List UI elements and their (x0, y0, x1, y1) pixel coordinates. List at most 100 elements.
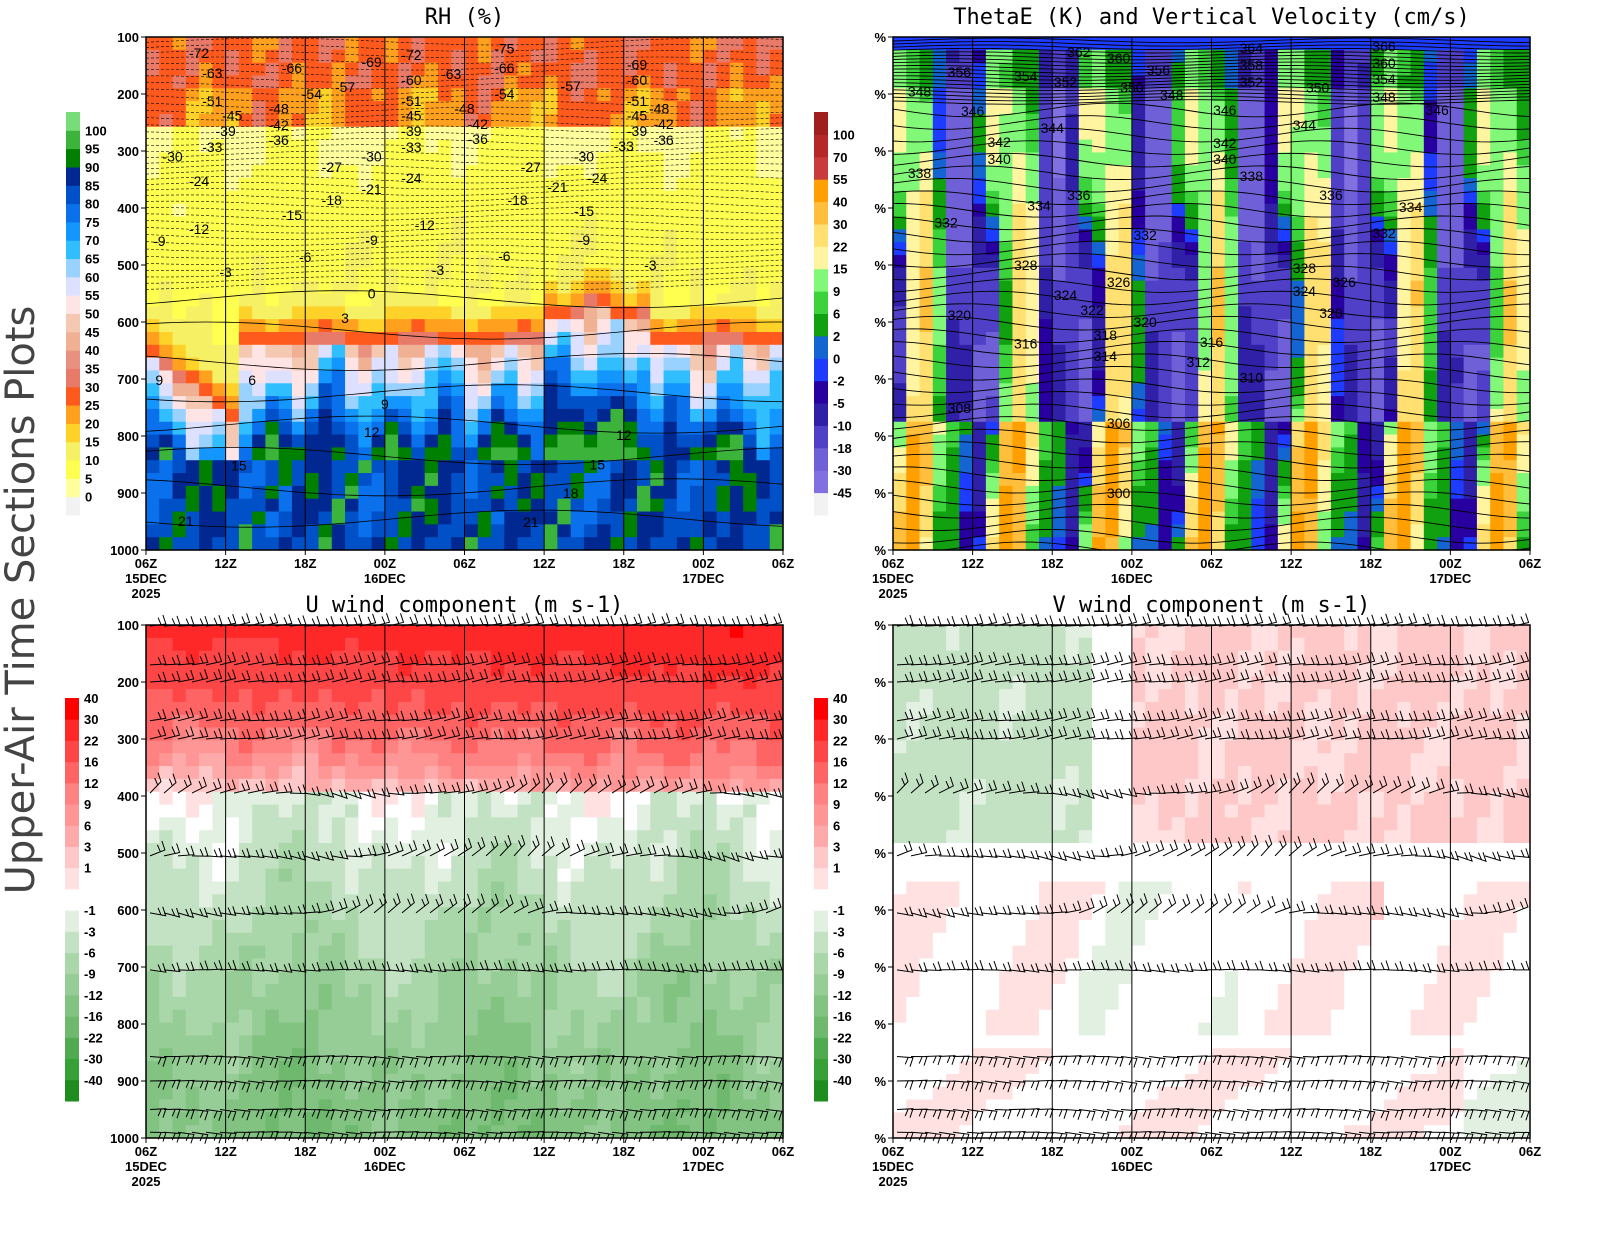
heatmap-cell (610, 152, 625, 166)
heatmap-cell (1052, 344, 1067, 359)
heatmap-cell (398, 434, 413, 448)
heatmap (146, 37, 784, 551)
heatmap-cell (1158, 37, 1173, 51)
heatmap-cell (610, 511, 625, 525)
heatmap-cell (650, 370, 665, 384)
heatmap-cell (345, 421, 359, 436)
heatmap-cell (570, 216, 585, 230)
heatmap-cell (252, 753, 267, 767)
heatmap-cell (557, 49, 572, 64)
heatmap-cell (1344, 229, 1359, 243)
heatmap-cell (1516, 370, 1531, 384)
heatmap-cell (517, 408, 532, 423)
heatmap-cell (999, 242, 1014, 256)
heatmap-cell (265, 868, 280, 883)
heatmap-cell (172, 473, 187, 487)
heatmap-cell (371, 945, 386, 960)
heatmap-cell (583, 306, 598, 320)
contour-line (145, 238, 784, 246)
contour-label: -18 (322, 192, 342, 208)
heatmap-cell (959, 370, 974, 384)
heatmap-cell (212, 75, 227, 89)
heatmap-cell (398, 396, 413, 410)
heatmap-cell (1370, 331, 1385, 346)
colorbar: 0510152025303540455055606570758085909510… (66, 112, 107, 516)
heatmap-cell (358, 919, 373, 934)
heatmap-cell (411, 383, 426, 397)
heatmap-cell (906, 447, 921, 461)
heatmap-cell (893, 88, 907, 102)
heatmap-cell (265, 791, 280, 806)
heatmap-cell (212, 1009, 227, 1024)
heatmap-cell (185, 255, 200, 269)
heatmap-cell (663, 152, 678, 166)
contour-label: 354 (1014, 68, 1038, 84)
heatmap-cell (743, 280, 758, 295)
heatmap-cell (305, 460, 320, 474)
heatmap-cell (252, 498, 267, 513)
heatmap-cell (919, 511, 934, 525)
heatmap-cell (1238, 242, 1252, 256)
heatmap-cell (1184, 178, 1199, 192)
heatmap-cell (1264, 101, 1279, 115)
heatmap-cell (690, 511, 704, 525)
heatmap-cell (1065, 537, 1080, 551)
heatmap-cell (985, 408, 1000, 423)
heatmap-cell (544, 370, 558, 384)
heatmap-cell (906, 421, 921, 436)
heatmap-cell (1198, 498, 1213, 513)
heatmap-cell (946, 242, 960, 256)
heatmap-cell (504, 498, 519, 513)
heatmap-cell (932, 306, 947, 320)
heatmap-cell (146, 701, 160, 716)
heatmap-cell (999, 447, 1014, 461)
heatmap-cell (212, 524, 227, 538)
heatmap-cell (199, 996, 213, 1011)
heatmap-cell (424, 75, 439, 89)
heatmap-cell (199, 485, 213, 500)
heatmap-cell (972, 280, 987, 295)
heatmap-cell (1516, 242, 1531, 256)
heatmap-cell (172, 344, 187, 359)
heatmap-cell (1092, 498, 1106, 513)
heatmap-cell (1025, 383, 1040, 397)
heatmap-cell (491, 319, 505, 333)
heatmap-cell (477, 319, 492, 333)
heatmap-cell (305, 203, 320, 218)
heatmap-cell (411, 113, 426, 128)
heatmap-cell (265, 88, 280, 102)
heatmap-cell (1118, 434, 1133, 448)
heatmap-cell (146, 113, 160, 128)
heatmap-cell (1370, 421, 1385, 436)
heatmap-cell (985, 293, 1000, 307)
heatmap-cell (225, 190, 240, 205)
heatmap-cell (278, 88, 293, 102)
heatmap-cell (238, 255, 253, 269)
heatmap-cell (1344, 101, 1359, 115)
heatmap-cell (1476, 242, 1491, 256)
heatmap-cell (238, 370, 253, 384)
heatmap-cell (491, 473, 505, 487)
heatmap-cell (451, 357, 466, 372)
x-tick-label: 06Z (882, 556, 904, 571)
heatmap-cell (1277, 370, 1292, 384)
heatmap-cell (318, 139, 333, 154)
heatmap-cell (437, 460, 452, 474)
heatmap-cell (225, 766, 240, 780)
heatmap-cell (358, 1061, 373, 1075)
heatmap-cell (583, 37, 598, 51)
heatmap-cell (1065, 306, 1080, 320)
heatmap-cell (371, 178, 386, 192)
heatmap-cell (1317, 537, 1332, 551)
heatmap-cell (1052, 421, 1067, 436)
heatmap-cell (172, 932, 187, 947)
heatmap-cell (597, 537, 612, 551)
colorbar-label: 95 (85, 142, 99, 157)
heatmap-cell (384, 498, 399, 513)
heatmap-cell (477, 216, 492, 230)
heatmap-cell (650, 344, 665, 359)
chart-title: ThetaE (K) and Vertical Velocity (cm/s) (953, 5, 1470, 30)
contour-label: -57 (335, 79, 355, 95)
heatmap-cell (597, 216, 612, 230)
heatmap-cell (1171, 396, 1186, 410)
